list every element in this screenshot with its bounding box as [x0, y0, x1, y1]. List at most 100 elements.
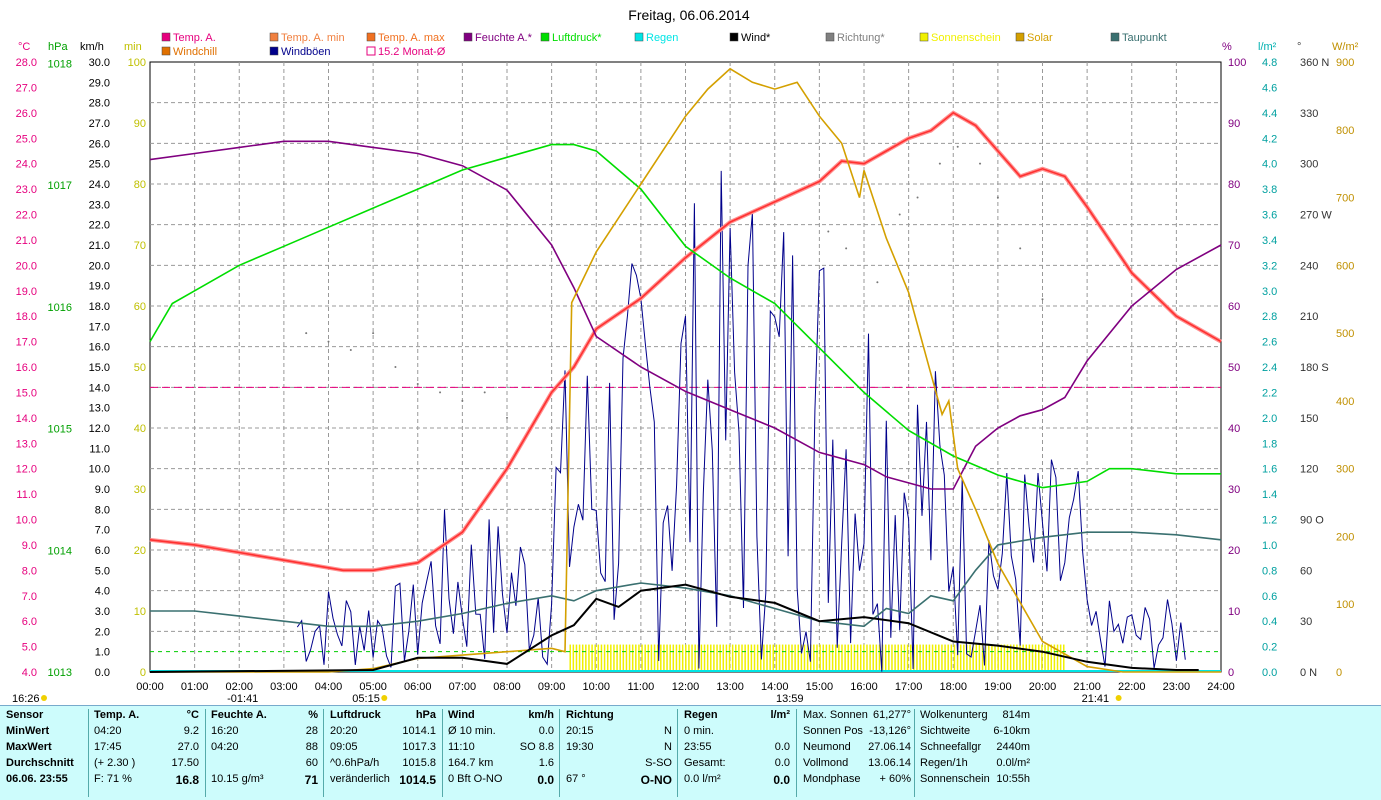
rain-current-value: 0.0	[773, 773, 790, 787]
sunrise-icon	[381, 695, 388, 701]
pressure-tick: 1017	[48, 180, 72, 192]
legend-swatch	[919, 32, 929, 42]
direction-point	[1041, 298, 1044, 301]
temp-min-time: 04:20	[94, 725, 122, 737]
wind-unit: km/h	[528, 709, 554, 721]
rain-tick: 3.2	[1262, 260, 1277, 272]
humidity-min-value: 28	[305, 725, 318, 737]
temp-tick: 22.0	[16, 210, 37, 222]
rain-tick: 4.6	[1262, 82, 1277, 94]
direction-point	[327, 340, 330, 343]
legend-label: Temp. A.	[173, 32, 216, 44]
misc-column: Wolkenunterg 814m Sichtweite 6-10km Schnee…	[920, 709, 1030, 797]
sunmin-tick: 60	[134, 301, 146, 313]
pressure-tick: 1016	[48, 302, 72, 314]
x-tick: 22:00	[1118, 681, 1146, 693]
sunmin-tick: 10	[134, 606, 146, 618]
temp-max-time: 17:45	[94, 741, 122, 753]
moonphase-value: + 60%	[879, 773, 912, 785]
wind-header: Wind	[448, 709, 475, 721]
snowline-value: 2440m	[996, 741, 1030, 753]
direction-tick: 180 S	[1300, 362, 1329, 374]
direction-tick: 360 N	[1300, 57, 1329, 69]
solar-tick: 700	[1336, 193, 1354, 205]
sunmin-tick: 40	[134, 423, 146, 435]
temp-tick: 23.0	[16, 184, 37, 196]
legend-swatch	[269, 46, 279, 56]
humidity-max-value: 88	[305, 741, 318, 753]
humidity-unit: %	[308, 709, 318, 721]
pressure-tick: 1014	[48, 545, 72, 557]
x-tick: 23:00	[1163, 681, 1191, 693]
pressure-current-value: 1014.5	[399, 773, 436, 787]
rain-unit: l/m²	[770, 709, 790, 721]
rain-tick: 2.2	[1262, 387, 1277, 399]
pressure-header: Luftdruck	[330, 709, 381, 721]
wind-tick: 13.0	[89, 403, 110, 415]
fullmoon-value: 13.06.14	[868, 757, 911, 769]
wind-tick: 22.0	[89, 220, 110, 232]
wind-tick: 9.0	[95, 484, 110, 496]
wind-tick: 4.0	[95, 586, 110, 598]
x-tick: 21:00	[1073, 681, 1101, 693]
sunmin-tick: 80	[134, 179, 146, 191]
direction-tick: 330	[1300, 108, 1318, 120]
direction-min-time: 20:15	[566, 725, 594, 737]
rain-tick: 1.4	[1262, 489, 1277, 501]
x-tick: 15:00	[806, 681, 834, 693]
legend-label: 15.2 Monat-Ø	[378, 46, 446, 58]
legend-label: Windchill	[173, 46, 217, 58]
rain-tick: 0.2	[1262, 642, 1277, 654]
humidity-tick: 80	[1228, 179, 1240, 191]
x-tick: 00:00	[136, 681, 164, 693]
temp-tick: 19.0	[16, 286, 37, 298]
rain-tick: 3.4	[1262, 235, 1277, 247]
humidity-avg-value: 60	[305, 757, 318, 769]
wind-tick: 3.0	[95, 606, 110, 618]
temp-tick: 20.0	[16, 260, 37, 272]
wind-tick: 30.0	[89, 57, 110, 69]
wind-tick: 21.0	[89, 240, 110, 252]
axis-unit: °C	[18, 41, 30, 53]
temp-tick: 28.0	[16, 57, 37, 69]
humidity-tick: 50	[1228, 362, 1240, 374]
direction-tick: 270 W	[1300, 210, 1332, 222]
moonrise-label: -01:41	[227, 693, 258, 705]
direction-point	[1019, 247, 1022, 250]
wind-tick: 10.0	[89, 464, 110, 476]
rain-tick: 4.8	[1262, 57, 1277, 69]
humidity-header: Feuchte A.	[211, 709, 267, 721]
rain-tick: 3.0	[1262, 286, 1277, 298]
temp-column: Temp. A. °C 04:20 9.2 17:45 27.0 (+ 2.30 ) 1…	[94, 709, 199, 797]
axis-unit: l/m²	[1258, 41, 1277, 53]
sun-icon	[41, 695, 47, 701]
legend-swatch	[269, 32, 279, 42]
direction-tick: 120	[1300, 464, 1318, 476]
legend-swatch	[463, 32, 473, 42]
newmoon-value: 27.06.14	[868, 741, 911, 753]
pressure-unit: hPa	[415, 709, 436, 721]
series-wind-line	[149, 583, 1199, 673]
temp-tick: 6.0	[22, 616, 37, 628]
pressure-min-value: 1014.1	[402, 725, 436, 737]
temp-max-value: 27.0	[177, 741, 199, 753]
x-tick: 04:00	[315, 681, 343, 693]
direction-point	[876, 281, 879, 284]
pressure-trend: ^0.6hPa/h	[330, 757, 380, 769]
temp-header: Temp. A.	[94, 709, 140, 721]
pressure-max-value: 1017.3	[402, 741, 436, 753]
wind-beaufort: 0 Bft O-NO	[448, 773, 503, 785]
wind-run: 164.7 km	[448, 757, 494, 769]
temp-tick: 16.0	[16, 362, 37, 374]
temp-tick: 7.0	[22, 591, 37, 603]
direction-tick: 0 N	[1300, 667, 1317, 679]
solar-tick: 500	[1336, 328, 1354, 340]
temp-tick: 11.0	[16, 489, 37, 501]
temp-tick: 18.0	[16, 311, 37, 323]
direction-tick: 150	[1300, 413, 1318, 425]
direction-point	[827, 230, 830, 233]
direction-point	[898, 213, 901, 216]
direction-header: Richtung	[566, 709, 614, 721]
temp-tick: 9.0	[22, 540, 37, 552]
wind-avg-label: Ø 10 min.	[448, 725, 496, 737]
